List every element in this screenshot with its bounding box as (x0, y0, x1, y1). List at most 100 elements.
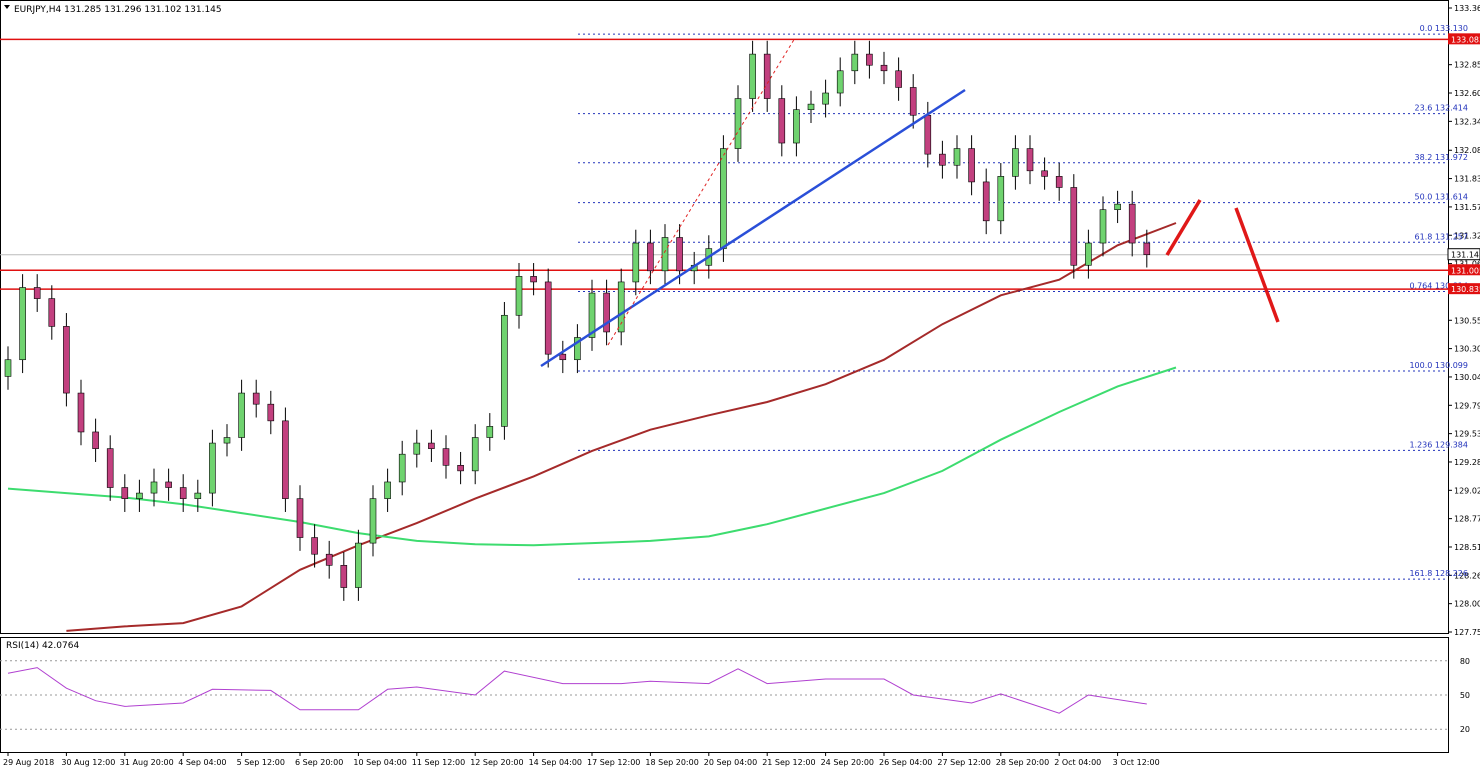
fib-label: 1.236 129.384 (1409, 440, 1468, 449)
candle-body (909, 87, 917, 116)
fib-ratio: 23.6 (1415, 104, 1433, 113)
y-tick-label: 132.600 (1454, 89, 1480, 98)
candle-body (486, 426, 494, 438)
candle-body (121, 487, 129, 499)
y-tick-label: 128.005 (1454, 600, 1480, 609)
candle-body (866, 53, 873, 66)
x-tick-label: 17 Sep 12:00 (587, 758, 640, 767)
candle-body (515, 276, 523, 316)
candle-body (1085, 242, 1092, 266)
x-tick-label: 6 Sep 20:00 (295, 758, 343, 767)
candle-body (325, 553, 333, 566)
y-tick-label: 130.555 (1454, 316, 1480, 325)
candle-body (1026, 148, 1034, 172)
candle-body (340, 565, 348, 588)
candle-body (778, 98, 786, 144)
fib-price: 131.614 (1435, 193, 1468, 202)
x-tick-label: 18 Sep 20:00 (645, 758, 698, 767)
x-tick-label: 14 Sep 04:00 (529, 758, 582, 767)
y-tick-label: 132.855 (1454, 61, 1480, 70)
y-tick-label: 133.365 (1454, 4, 1480, 13)
candle-body (19, 287, 26, 361)
low: 131.102 (144, 5, 181, 15)
candle-body (471, 437, 479, 472)
candle-body (282, 420, 289, 499)
fib-price: 129.384 (1435, 440, 1468, 449)
level-label: 131.005 (1451, 266, 1480, 275)
candle-body (793, 109, 800, 144)
candle-body (92, 431, 99, 449)
candle-body (807, 103, 815, 110)
fib-anchor (607, 37, 796, 346)
x-tick-label: 20 Sep 04:00 (704, 758, 757, 767)
x-tick-label: 12 Sep 20:00 (470, 758, 523, 767)
x-tick-label: 27 Sep 12:00 (937, 758, 990, 767)
candle-body (136, 492, 143, 499)
candle-body (574, 337, 581, 361)
rsi-tick-label: 80 (1460, 657, 1470, 666)
rsi-line (7, 667, 1147, 714)
x-tick-label: 28 Sep 20:00 (996, 758, 1049, 767)
candle-body (1128, 203, 1136, 244)
y-tick-label: 130.300 (1454, 345, 1480, 354)
candle-body (33, 287, 41, 299)
candle-body (311, 537, 318, 555)
candle-body (632, 242, 640, 283)
x-tick-label: 29 Aug 2018 (3, 758, 54, 767)
fib-price: 133.130 (1435, 24, 1468, 33)
candle-body (267, 403, 275, 422)
candle-body (544, 281, 552, 355)
candle-body (982, 181, 990, 222)
fib-ratio: 61.8 (1415, 232, 1433, 241)
x-tick-label: 30 Aug 12:00 (61, 758, 115, 767)
y-tick-label: 131.320 (1454, 231, 1480, 240)
level-box (1448, 33, 1480, 45)
candle-body (1143, 242, 1151, 256)
rsi-title: RSI(14) 42.0764 (6, 641, 79, 651)
header: EURJPY,H4 131.285 131.296 131.102 131.14… (14, 5, 222, 15)
candle-body (501, 314, 508, 427)
y-tick-label: 128.770 (1454, 515, 1480, 524)
candle-body (749, 53, 756, 99)
candle-body (4, 359, 12, 377)
rsi-tick-label: 50 (1460, 691, 1470, 700)
open: 131.285 (64, 5, 101, 15)
candle-body (1099, 209, 1107, 244)
candle-body (968, 148, 975, 183)
candle-body (252, 392, 260, 405)
candle-body (997, 176, 1005, 222)
candle-body (150, 481, 158, 494)
fib-price: 131.257 (1435, 232, 1468, 241)
y-tick-label: 131.065 (1454, 260, 1480, 269)
candle-body (106, 448, 114, 488)
rsi-tick-label: 20 (1460, 725, 1470, 734)
y-tick-label: 130.045 (1454, 373, 1480, 382)
fib-ratio: 0.0 (1420, 24, 1433, 33)
last-price-box (1447, 248, 1480, 261)
candle-body (165, 481, 172, 488)
high: 131.296 (104, 5, 141, 15)
candle-body (194, 492, 202, 499)
candle-body (647, 242, 654, 272)
fib-ratio: 100.0 (1409, 361, 1432, 370)
candle-body (895, 70, 902, 88)
menu-arrow (4, 5, 10, 9)
candle-body (1012, 148, 1019, 177)
moving-average (7, 366, 1177, 547)
fib-ratio: 38.2 (1415, 153, 1433, 162)
main-panel (0, 0, 1449, 634)
candle-body (588, 292, 596, 338)
y-tick-label: 129.280 (1454, 458, 1480, 467)
candle-body (1114, 203, 1121, 211)
fib-label: 161.8 128.226 (1409, 569, 1468, 578)
fib-label: 38.2 131.972 (1415, 153, 1468, 162)
candle-body (296, 498, 304, 538)
level-box (1448, 264, 1480, 276)
y-tick-label: 128.260 (1454, 571, 1480, 580)
x-tick-label: 26 Sep 04:00 (879, 758, 932, 767)
fib-label: 0.0 133.130 (1420, 24, 1468, 33)
candle-body (209, 442, 216, 494)
fib-price: 130.099 (1435, 361, 1468, 370)
y-tick-label: 131.575 (1454, 203, 1480, 212)
y-tick-label: 132.345 (1454, 117, 1480, 126)
